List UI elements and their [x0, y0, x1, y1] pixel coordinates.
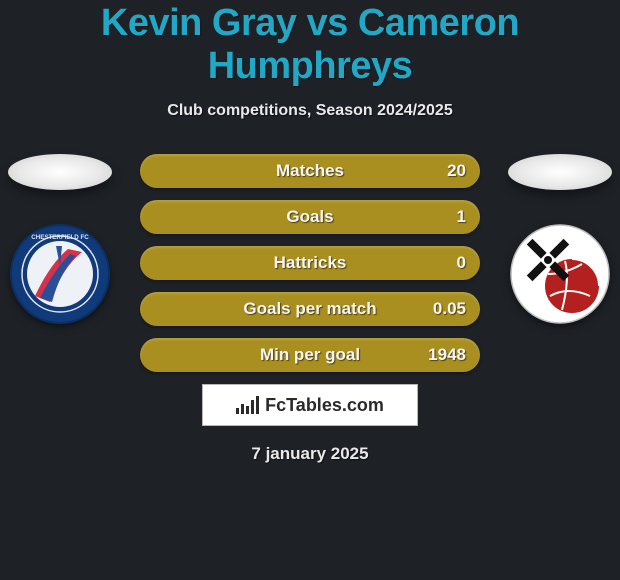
brand-label: FcTables.com: [265, 395, 384, 416]
stat-row: Goals per match 0.05: [140, 292, 480, 326]
stat-row: Goals 1: [140, 200, 480, 234]
stat-label: Goals per match: [243, 299, 376, 319]
stat-row: Hattricks 0: [140, 246, 480, 280]
bar-chart-icon: [236, 396, 259, 414]
stats-list: Matches 20 Goals 1 Hattricks 0 Goals per match…: [140, 154, 480, 372]
left-player-photo-placeholder: [8, 154, 112, 190]
stat-value-right: 1: [457, 207, 466, 227]
right-player-column: [500, 154, 620, 324]
stat-value-right: 1948: [428, 345, 466, 365]
stat-row: Min per goal 1948: [140, 338, 480, 372]
stat-row: Matches 20: [140, 154, 480, 188]
subtitle: Club competitions, Season 2024/2025: [0, 102, 620, 120]
right-club-crest: [510, 224, 610, 324]
date-label: 7 january 2025: [0, 444, 620, 464]
brand-badge[interactable]: FcTables.com: [202, 384, 418, 426]
stat-value-right: 0: [457, 253, 466, 273]
stat-label: Goals: [286, 207, 333, 227]
left-club-crest: CHESTERFIELD FC: [10, 224, 110, 324]
stat-value-right: 20: [447, 161, 466, 181]
left-player-column: CHESTERFIELD FC: [0, 154, 120, 324]
svg-text:CHESTERFIELD FC: CHESTERFIELD FC: [31, 234, 89, 241]
comparison-container: CHESTERFIELD FC Matches 20 Goals 1 Hattricks…: [0, 154, 620, 464]
stat-value-right: 0.05: [433, 299, 466, 319]
stat-label: Hattricks: [274, 253, 347, 273]
stat-label: Matches: [276, 161, 344, 181]
right-player-photo-placeholder: [508, 154, 612, 190]
page-title: Kevin Gray vs Cameron Humphreys: [0, 0, 620, 88]
stat-label: Min per goal: [260, 345, 360, 365]
